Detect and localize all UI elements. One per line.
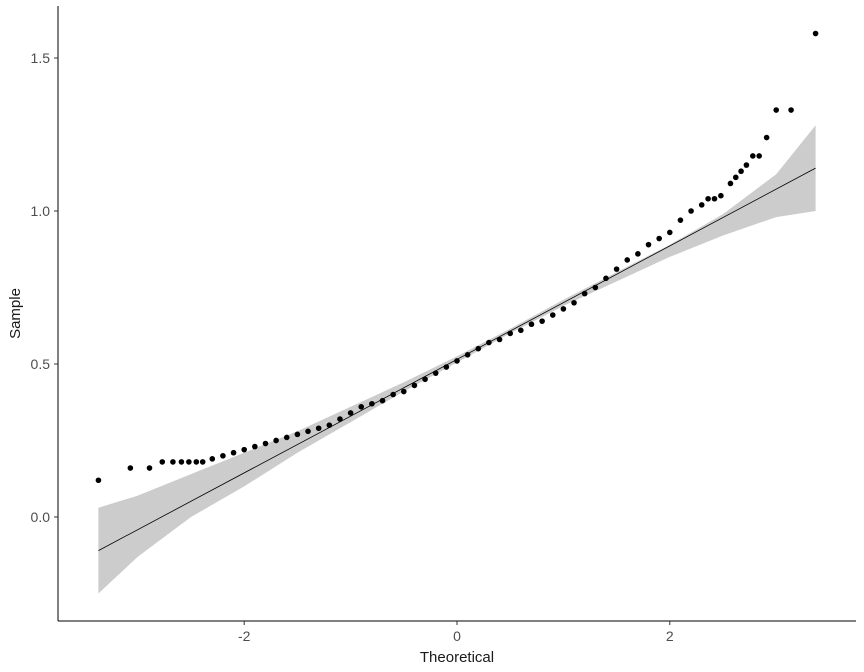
data-points-layer	[95, 30, 819, 484]
data-point	[252, 443, 258, 450]
x-tick-label: 2	[666, 628, 674, 644]
data-point	[613, 266, 620, 272]
y-tick-label: 0.0	[31, 509, 51, 525]
data-point	[732, 174, 739, 181]
data-point	[560, 306, 567, 312]
y-tick-label: 1.5	[31, 50, 51, 66]
data-point	[220, 452, 226, 459]
data-point	[592, 284, 599, 291]
x-axis-title: Theoretical	[420, 649, 494, 666]
data-point	[411, 382, 418, 389]
data-point	[443, 364, 450, 370]
data-point	[743, 162, 750, 168]
data-point	[812, 30, 819, 37]
data-point	[337, 416, 343, 422]
data-point	[95, 477, 102, 484]
data-point	[727, 180, 734, 187]
data-point	[528, 321, 535, 328]
data-point	[496, 336, 503, 343]
data-point	[756, 153, 762, 159]
data-point	[241, 446, 247, 453]
data-point	[705, 195, 711, 202]
data-point	[326, 422, 333, 428]
data-point	[763, 134, 770, 141]
data-point	[518, 327, 524, 334]
data-point	[127, 465, 134, 471]
data-point	[230, 449, 237, 456]
data-point	[199, 459, 206, 465]
axes	[57, 6, 856, 622]
data-point	[454, 358, 460, 364]
data-point	[549, 312, 556, 318]
data-point	[571, 299, 577, 306]
data-point	[738, 168, 744, 175]
data-point	[315, 425, 322, 432]
data-point	[749, 153, 756, 159]
data-point	[401, 388, 407, 395]
data-point	[193, 459, 200, 465]
data-point	[170, 459, 176, 465]
data-point	[581, 290, 588, 297]
data-point	[159, 459, 166, 465]
x-tick-label: 0	[453, 628, 461, 644]
data-point	[432, 370, 439, 376]
data-point	[464, 352, 471, 358]
data-point	[624, 257, 631, 263]
data-point	[390, 391, 396, 398]
data-point	[486, 339, 492, 346]
data-point	[667, 229, 673, 236]
data-point	[178, 459, 185, 465]
data-point	[688, 208, 694, 214]
data-point	[507, 330, 513, 337]
data-point	[539, 318, 545, 324]
data-point	[645, 241, 652, 248]
y-tick-label: 1.0	[31, 203, 51, 219]
data-point	[347, 410, 354, 416]
data-point	[635, 251, 641, 257]
data-point	[305, 428, 311, 435]
tick-layer: -2 0 2 0.0 0.5 1.0 1.5	[31, 50, 674, 644]
data-point	[711, 195, 718, 202]
data-point	[262, 440, 269, 447]
x-tick-label: -2	[238, 628, 251, 644]
y-tick-label: 0.5	[31, 356, 51, 372]
data-point	[656, 235, 662, 242]
data-point	[698, 202, 705, 208]
data-point	[294, 431, 301, 438]
data-point	[358, 404, 365, 410]
data-point	[422, 376, 428, 383]
data-point	[475, 345, 482, 352]
y-axis-title: Sample	[7, 288, 24, 339]
data-point	[369, 400, 375, 407]
data-point	[209, 456, 216, 462]
data-point	[186, 459, 192, 465]
data-point	[273, 437, 279, 444]
data-point	[677, 217, 684, 223]
data-point	[788, 107, 794, 113]
data-point	[603, 275, 609, 282]
data-point	[379, 397, 386, 404]
data-point	[283, 434, 290, 441]
data-point	[773, 107, 779, 113]
data-point	[146, 465, 153, 471]
data-point	[718, 192, 724, 199]
